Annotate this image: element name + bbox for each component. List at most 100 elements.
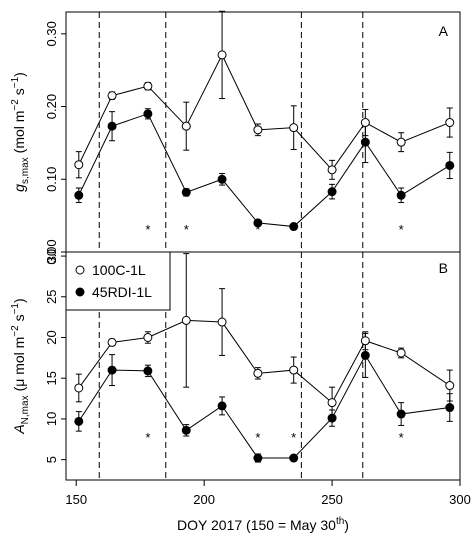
y-label-sup2-a: −1 (10, 76, 21, 88)
point-a-1-10 (445, 160, 455, 170)
point-b-0-0 (74, 383, 84, 393)
y-label-main-a: g (11, 184, 27, 192)
asterisks-b: * * * * (145, 430, 403, 445)
legend-label-0: 100C-1L (92, 262, 146, 278)
x-axis-label: DOY 2017 (150 = May 30th) (177, 516, 349, 533)
panel-label-a: A (439, 23, 449, 39)
y-tick-label-a-0: 0.00 (44, 239, 59, 264)
x-tick-label-0: 150 (65, 492, 87, 507)
point-b-1-2 (143, 366, 153, 376)
point-a-0-7 (327, 165, 337, 175)
significance-asterisk-b-0: * (145, 430, 150, 445)
point-b-1-0 (74, 416, 84, 426)
point-b-1-1 (107, 365, 117, 375)
y-label-sup1-b: −2 (10, 325, 21, 337)
y-label-sup2-b: −1 (10, 303, 21, 315)
point-b-1-6 (289, 453, 299, 463)
y-tick-label-a-1: 0.10 (44, 167, 59, 192)
x-label-end: ) (344, 517, 349, 533)
y-label-unit-a: (mol m (11, 111, 27, 154)
x-tick-label-3: 300 (449, 492, 471, 507)
plot-frame-a (65, 11, 461, 253)
point-b-1-8 (360, 350, 370, 360)
point-b-1-9 (396, 409, 406, 419)
y-label-end-a: ) (11, 72, 27, 77)
separator-lines-a (98, 12, 364, 252)
y-label-main-b: A (11, 424, 27, 434)
y-tick-label-b-3: 20 (44, 330, 59, 344)
y-axis-label-a: gs,max (mol m−2 s−1) (10, 72, 31, 192)
panel-a: 0.00 0.10 0.20 0.30 * * * * * A gs,max (mol m−2 … (10, 10, 461, 265)
panel-b: 5 10 15 20 25 30 * * * * B AN,max (μ mol m−2 s−1)… (10, 249, 461, 481)
point-a-1-6 (289, 222, 299, 232)
point-b-0-8 (360, 336, 370, 346)
point-b-1-10 (445, 403, 455, 413)
separator-lines-b (98, 252, 364, 480)
y-label-unit-b: (μ mol m (11, 337, 27, 392)
point-a-0-3 (181, 121, 191, 131)
point-a-1-0 (74, 190, 84, 200)
y-tick-label-b-0: 5 (44, 456, 59, 463)
x-tick-label-1: 200 (193, 492, 215, 507)
point-b-0-1 (107, 337, 117, 347)
point-b-0-4 (217, 317, 227, 327)
significance-asterisk-b-3: * (399, 430, 404, 445)
point-b-0-7 (327, 398, 337, 408)
point-a-0-5 (253, 125, 263, 135)
x-tick-label-2: 250 (321, 492, 343, 507)
x-label-sup: th (336, 516, 344, 527)
y-tick-label-b-4: 25 (44, 290, 59, 304)
point-b-0-2 (143, 333, 153, 342)
x-label-main: DOY 2017 (150 = May 30 (177, 517, 336, 533)
point-a-0-0 (74, 160, 84, 170)
significance-asterisk-a-1: * (184, 222, 189, 237)
series-line-a-1 (78, 113, 451, 228)
y-tick-label-b-1: 10 (44, 412, 59, 426)
point-a-0-6 (289, 123, 299, 133)
legend-marker-filled (75, 287, 85, 297)
point-a-1-2 (143, 109, 153, 119)
point-a-0-4 (217, 50, 227, 60)
point-a-1-5 (253, 218, 263, 228)
point-a-1-8 (360, 137, 370, 147)
y-label-end-b: ) (11, 298, 27, 303)
y-label-sub-b: N,max (20, 395, 31, 424)
point-b-0-3 (181, 315, 191, 325)
series-b (74, 253, 455, 463)
significance-asterisk-a-4: * (399, 222, 404, 237)
point-b-1-5 (253, 453, 263, 463)
point-b-1-7 (327, 413, 337, 423)
point-a-1-1 (107, 121, 117, 131)
point-b-0-6 (289, 365, 299, 375)
point-b-1-3 (181, 425, 191, 435)
legend: 100C-1L 45RDI-1L (65, 251, 171, 311)
y-axis-a: 0.00 0.10 0.20 0.30 (44, 21, 66, 265)
point-a-1-9 (396, 190, 406, 200)
point-b-0-9 (396, 348, 406, 358)
point-a-1-4 (217, 174, 227, 184)
series-line-b-1 (78, 354, 450, 459)
significance-asterisk-a-3: * (291, 222, 296, 237)
point-a-0-8 (360, 118, 370, 128)
point-a-1-3 (181, 187, 191, 197)
y-tick-label-b-2: 15 (44, 371, 59, 385)
significance-asterisk-a-0: * (145, 222, 150, 237)
series-line-a-0 (78, 53, 450, 171)
y-label-sup1-a: −2 (10, 99, 21, 111)
y-axis-b: 5 10 15 20 25 30 (44, 249, 66, 463)
point-b-1-4 (217, 401, 227, 411)
y-tick-label-a-2: 0.20 (44, 94, 59, 119)
asterisks-a: * * * * * (145, 222, 403, 237)
legend-label-1: 45RDI-1L (92, 284, 152, 300)
y-label-sub-a: s,max (20, 157, 31, 184)
y-tick-label-b-5: 30 (44, 249, 59, 263)
point-a-0-2 (143, 81, 153, 91)
point-a-1-7 (327, 187, 337, 197)
point-b-0-5 (253, 368, 263, 378)
y-label-mid-b: s (11, 314, 27, 325)
series-a (74, 10, 455, 232)
panel-label-b: B (439, 260, 448, 276)
point-a-0-9 (396, 137, 406, 147)
legend-box (65, 251, 171, 311)
